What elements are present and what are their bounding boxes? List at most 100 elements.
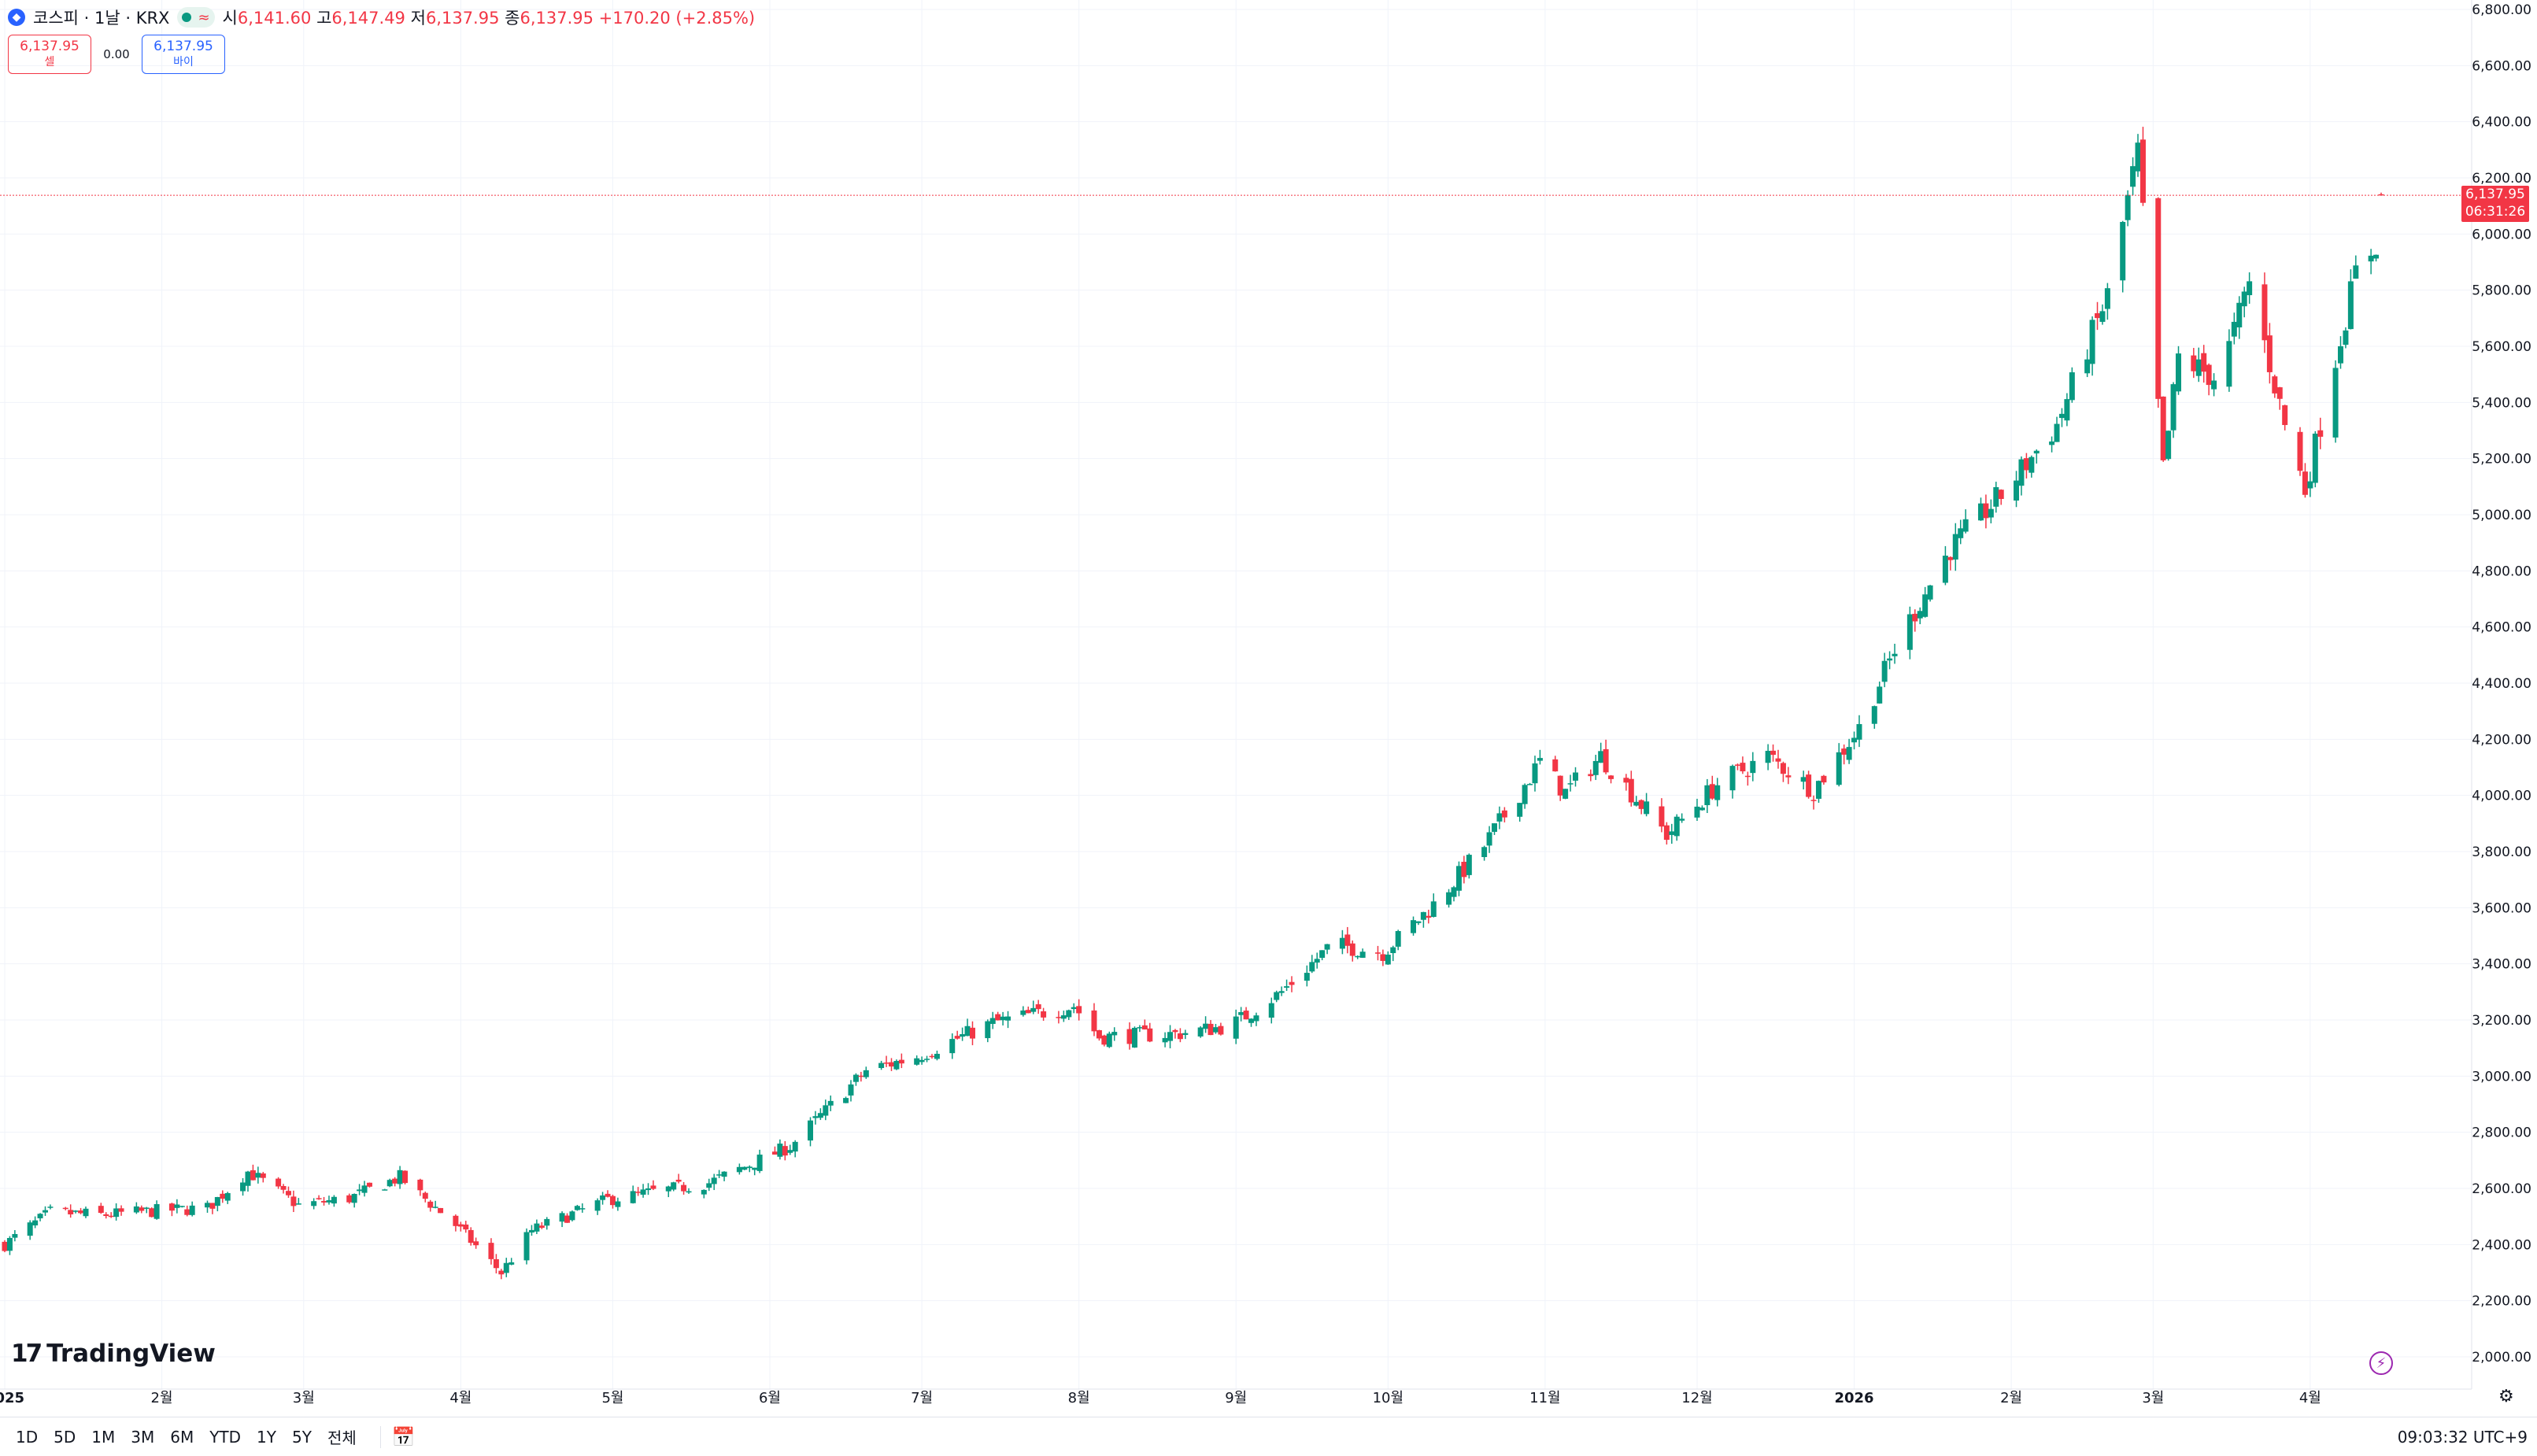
candle-body bbox=[78, 1210, 84, 1214]
candle-body bbox=[214, 1196, 220, 1207]
range-all[interactable]: 전체 bbox=[327, 1428, 357, 1447]
candle-body bbox=[1060, 1015, 1067, 1019]
candle-body bbox=[771, 1151, 778, 1155]
candle-body bbox=[184, 1209, 190, 1215]
candle-body bbox=[2170, 384, 2176, 431]
candle-body bbox=[422, 1192, 428, 1199]
candle-body bbox=[1147, 1028, 1153, 1042]
legend: ◆ 코스피 · 1날 · KRX ≈ 시6,141.60 고6,147.49 저… bbox=[8, 5, 755, 30]
ohlc-values: 시6,141.60 고6,147.49 저6,137.95 종6,137.95 … bbox=[223, 6, 756, 29]
candle-body bbox=[1253, 1015, 1259, 1022]
candle-body bbox=[1750, 760, 1756, 774]
candle-body bbox=[888, 1062, 894, 1067]
kospi-symbol-icon[interactable]: ◆ bbox=[8, 9, 25, 26]
range-5d[interactable]: 5D bbox=[54, 1427, 76, 1447]
range-3m[interactable]: 3M bbox=[131, 1427, 155, 1447]
candle-body bbox=[1709, 784, 1715, 799]
range-1d[interactable]: 1D bbox=[16, 1427, 39, 1447]
candle-body bbox=[2312, 433, 2318, 483]
candle-body bbox=[392, 1178, 398, 1184]
y-tick-label: 3,600.00 bbox=[2472, 900, 2531, 916]
candle-body bbox=[1598, 751, 1604, 763]
candle-body bbox=[863, 1070, 869, 1077]
candle-body bbox=[782, 1146, 788, 1156]
y-tick-label: 5,200.00 bbox=[2472, 452, 2531, 467]
candle-body bbox=[1628, 778, 1634, 803]
candle-body bbox=[630, 1191, 636, 1203]
candle-body bbox=[1663, 825, 1670, 841]
candle-body bbox=[1451, 887, 1457, 897]
buy-price: 6,137.95 bbox=[153, 39, 213, 54]
tradingview-logo[interactable]: 17 TradingView bbox=[11, 1340, 216, 1368]
candle-body bbox=[2236, 302, 2243, 327]
candle-body bbox=[1775, 758, 1781, 762]
candle-body bbox=[544, 1218, 550, 1226]
candle-body bbox=[817, 1113, 823, 1118]
candle-body bbox=[250, 1170, 256, 1181]
candle-body bbox=[1243, 1011, 1249, 1020]
candle-body bbox=[1126, 1029, 1133, 1044]
candle-body bbox=[1836, 752, 1842, 785]
candle-body bbox=[1096, 1029, 1102, 1039]
candle-body bbox=[473, 1241, 479, 1246]
trade-buttons: 6,137.95 셀 0.00 6,137.95 바이 bbox=[8, 35, 225, 74]
candle-body bbox=[1993, 487, 1999, 507]
calendar-icon[interactable]: 📅 bbox=[379, 1425, 416, 1448]
candle-body bbox=[351, 1193, 357, 1203]
buy-button[interactable]: 6,137.95 바이 bbox=[142, 35, 225, 74]
candle-body bbox=[1877, 686, 1883, 704]
range-5y[interactable]: 5Y bbox=[292, 1427, 312, 1447]
candle-body bbox=[1030, 1007, 1037, 1012]
range-6m[interactable]: 6M bbox=[170, 1427, 194, 1447]
candles bbox=[2, 127, 2384, 1280]
range-ytd[interactable]: YTD bbox=[209, 1427, 242, 1447]
candle-body bbox=[1461, 861, 1467, 878]
candle-body bbox=[427, 1201, 434, 1208]
candle-body bbox=[133, 1206, 139, 1213]
candle-body bbox=[2206, 364, 2212, 386]
candle-body bbox=[1486, 832, 1492, 846]
candle-body bbox=[711, 1177, 717, 1184]
candle-body bbox=[2054, 423, 2060, 442]
candle-body bbox=[1704, 785, 1710, 806]
candle-body bbox=[1537, 758, 1543, 761]
high-key: 고 bbox=[316, 9, 332, 28]
y-tick-label: 5,600.00 bbox=[2472, 339, 2531, 355]
candle-body bbox=[382, 1189, 388, 1191]
y-tick-label: 5,000.00 bbox=[2472, 508, 2531, 523]
candle-body bbox=[523, 1232, 530, 1261]
gear-icon[interactable]: ⚙ bbox=[2498, 1387, 2514, 1406]
candle-body bbox=[1887, 658, 1893, 661]
candle-body bbox=[1977, 503, 1984, 521]
candle-body bbox=[1922, 594, 1929, 617]
candle-body bbox=[1212, 1027, 1219, 1033]
market-status[interactable]: ≈ bbox=[177, 7, 215, 28]
symbol-title[interactable]: 코스피 · 1날 · KRX bbox=[33, 9, 170, 28]
candle-body bbox=[498, 1270, 505, 1275]
candle-body bbox=[1091, 1010, 1097, 1032]
candle-body bbox=[569, 1211, 575, 1221]
candle-body bbox=[331, 1196, 337, 1204]
candle-body bbox=[1552, 759, 1559, 772]
range-1m[interactable]: 1M bbox=[91, 1427, 116, 1447]
candle-body bbox=[1101, 1035, 1108, 1045]
candle-body bbox=[1623, 778, 1629, 783]
range-1y[interactable]: 1Y bbox=[257, 1427, 276, 1447]
lightning-icon[interactable]: ⚡ bbox=[2369, 1351, 2393, 1375]
candle-body bbox=[1481, 847, 1488, 857]
candle-body bbox=[1172, 1029, 1178, 1033]
candle-body bbox=[2064, 399, 2070, 421]
candle-body bbox=[1729, 766, 1736, 791]
candle-body bbox=[2241, 291, 2247, 307]
bottom-toolbar: 1D 5D 1M 3M 6M YTD 1Y 5Y 전체 📅 09:03:32 U… bbox=[0, 1417, 2537, 1456]
x-tick-label: 4월 bbox=[449, 1390, 472, 1406]
candle-body bbox=[528, 1229, 534, 1232]
candle-body bbox=[295, 1203, 301, 1205]
candle-body bbox=[1881, 660, 1888, 682]
sell-button[interactable]: 6,137.95 셀 bbox=[8, 35, 91, 74]
candle-body bbox=[1233, 1016, 1239, 1039]
candle-body bbox=[665, 1186, 671, 1192]
candle-body bbox=[240, 1182, 246, 1192]
candle-body bbox=[1446, 892, 1452, 905]
